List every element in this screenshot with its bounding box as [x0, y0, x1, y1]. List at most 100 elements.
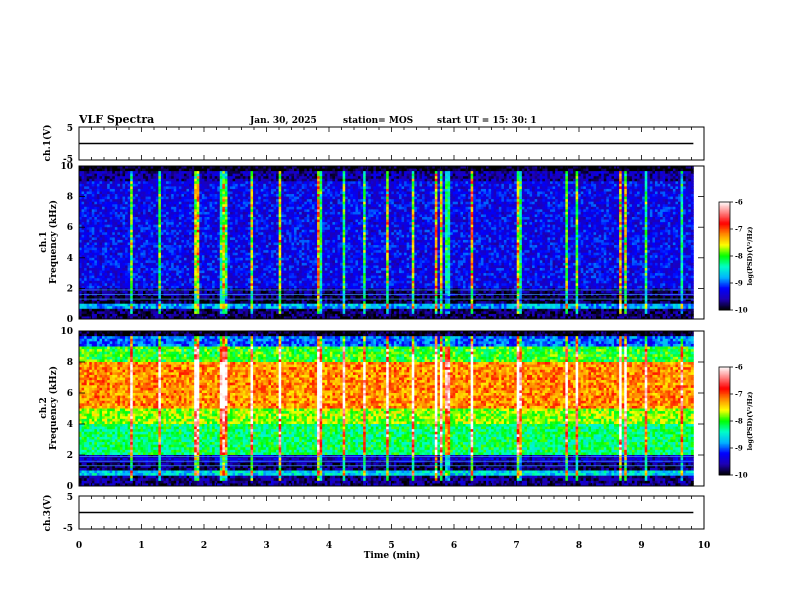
spectrogram-cell [87, 171, 90, 174]
spectrogram-cell [169, 291, 172, 294]
spectrogram-cell [133, 237, 136, 240]
spectrogram-cell [217, 276, 220, 279]
spectrogram-cell [161, 194, 164, 197]
spectrogram-cell [202, 220, 205, 223]
spectrogram-cell [146, 204, 149, 207]
spectrogram-cell [140, 227, 143, 230]
spectrogram-cell [138, 294, 141, 297]
spectrogram-cell [181, 227, 184, 230]
spectrogram-cell [212, 212, 215, 215]
spectrogram-cell [215, 202, 218, 205]
spectrogram-cell [82, 227, 85, 230]
spectrogram-cell [281, 235, 284, 238]
spectrogram-cell [266, 232, 269, 235]
spectrogram-cell [171, 222, 174, 225]
spectrogram-cell [105, 212, 108, 215]
spectrogram-cell [82, 171, 85, 174]
spectrogram-cell [99, 192, 102, 195]
spectrogram-cell [87, 243, 90, 246]
spectrogram-cell [176, 278, 179, 281]
spectrogram-cell [184, 273, 187, 276]
spectrogram-cell [94, 294, 97, 297]
spectrogram-cell [212, 240, 215, 243]
spectrogram-cell [123, 253, 126, 256]
spectrogram-cell [192, 207, 195, 210]
spectrogram-cell [202, 171, 205, 174]
spectrogram-cell [276, 276, 279, 279]
spectrogram-cell [233, 304, 236, 307]
spectrogram-cell [176, 258, 179, 261]
spectrogram-cell [238, 248, 241, 251]
spectrogram-cell [225, 189, 228, 192]
spectrogram-cell [115, 271, 118, 274]
spectrogram-cell [87, 258, 90, 261]
spectrogram-cell [207, 169, 210, 172]
spectrogram-cell [143, 240, 146, 243]
spectrogram-cell [261, 222, 264, 225]
spectrogram-cell [176, 311, 179, 314]
spectrogram-cell [184, 286, 187, 289]
spectrogram-cell [148, 237, 151, 240]
spectrogram-cell [227, 227, 230, 230]
spectrogram-cell [204, 243, 207, 246]
spectrogram-cell [128, 255, 131, 258]
spectrogram-cell [217, 245, 220, 248]
spectrogram-cell [207, 271, 210, 274]
spectrogram-cell [120, 271, 123, 274]
spectrogram-cell [207, 235, 210, 238]
spectrogram-cell [276, 304, 279, 307]
spectrogram-cell [158, 271, 161, 274]
spectrogram-cell [227, 263, 230, 266]
spectrogram-cell [261, 296, 264, 299]
spectrogram-cell [279, 283, 282, 286]
spectrogram-cell [110, 291, 113, 294]
spectrogram-cell [112, 283, 115, 286]
spectrogram-cell [266, 207, 269, 210]
spectrogram-cell [243, 268, 246, 271]
spectrogram-cell [266, 281, 269, 284]
spectrogram-cell [92, 250, 95, 253]
spectrogram-cell [89, 199, 92, 202]
spectrogram-cell [184, 304, 187, 307]
spectrogram-cell [82, 276, 85, 279]
spectrogram-cell [263, 174, 266, 177]
spectrogram-cell [125, 314, 128, 317]
spectrogram-cell [248, 304, 251, 307]
spectrogram-cell [233, 294, 236, 297]
spectrogram-cell [212, 278, 215, 281]
spectrogram-cell [245, 271, 248, 274]
spectrogram-cell [268, 301, 271, 304]
spectrogram-cell [102, 240, 105, 243]
spectrogram-cell [220, 311, 223, 314]
spectrogram-cell [220, 189, 223, 192]
spectrogram-cell [207, 207, 210, 210]
spectrogram-cell [89, 204, 92, 207]
spectrogram-cell [271, 184, 274, 187]
spectrogram-cell [166, 271, 169, 274]
spectrogram-cell [243, 294, 246, 297]
spectrogram-cell [212, 309, 215, 312]
spectrogram-cell [92, 220, 95, 223]
spectrogram-cell [197, 192, 200, 195]
spectrogram-cell [238, 273, 241, 276]
spectrogram-cell [184, 225, 187, 228]
spectrogram-cell [151, 225, 154, 228]
spectrogram-cell [161, 260, 164, 263]
spectrogram-cell [92, 222, 95, 225]
spectrogram-cell [102, 260, 105, 263]
spectrogram-cell [199, 309, 202, 312]
spectrogram-cell [263, 194, 266, 197]
spectrogram-cell [286, 202, 289, 205]
spectrogram-cell [166, 281, 169, 284]
spectrogram-cell [130, 253, 133, 256]
spectrogram-cell [248, 306, 251, 309]
spectrogram-cell [243, 243, 246, 246]
spectrogram-cell [181, 243, 184, 246]
spectrogram-cell [261, 273, 264, 276]
spectrogram-cell [135, 169, 138, 172]
spectrogram-cell [187, 278, 190, 281]
spectrogram-cell [115, 220, 118, 223]
spectrogram-cell [268, 199, 271, 202]
spectrogram-cell [169, 301, 172, 304]
spectrogram-cell [276, 260, 279, 263]
